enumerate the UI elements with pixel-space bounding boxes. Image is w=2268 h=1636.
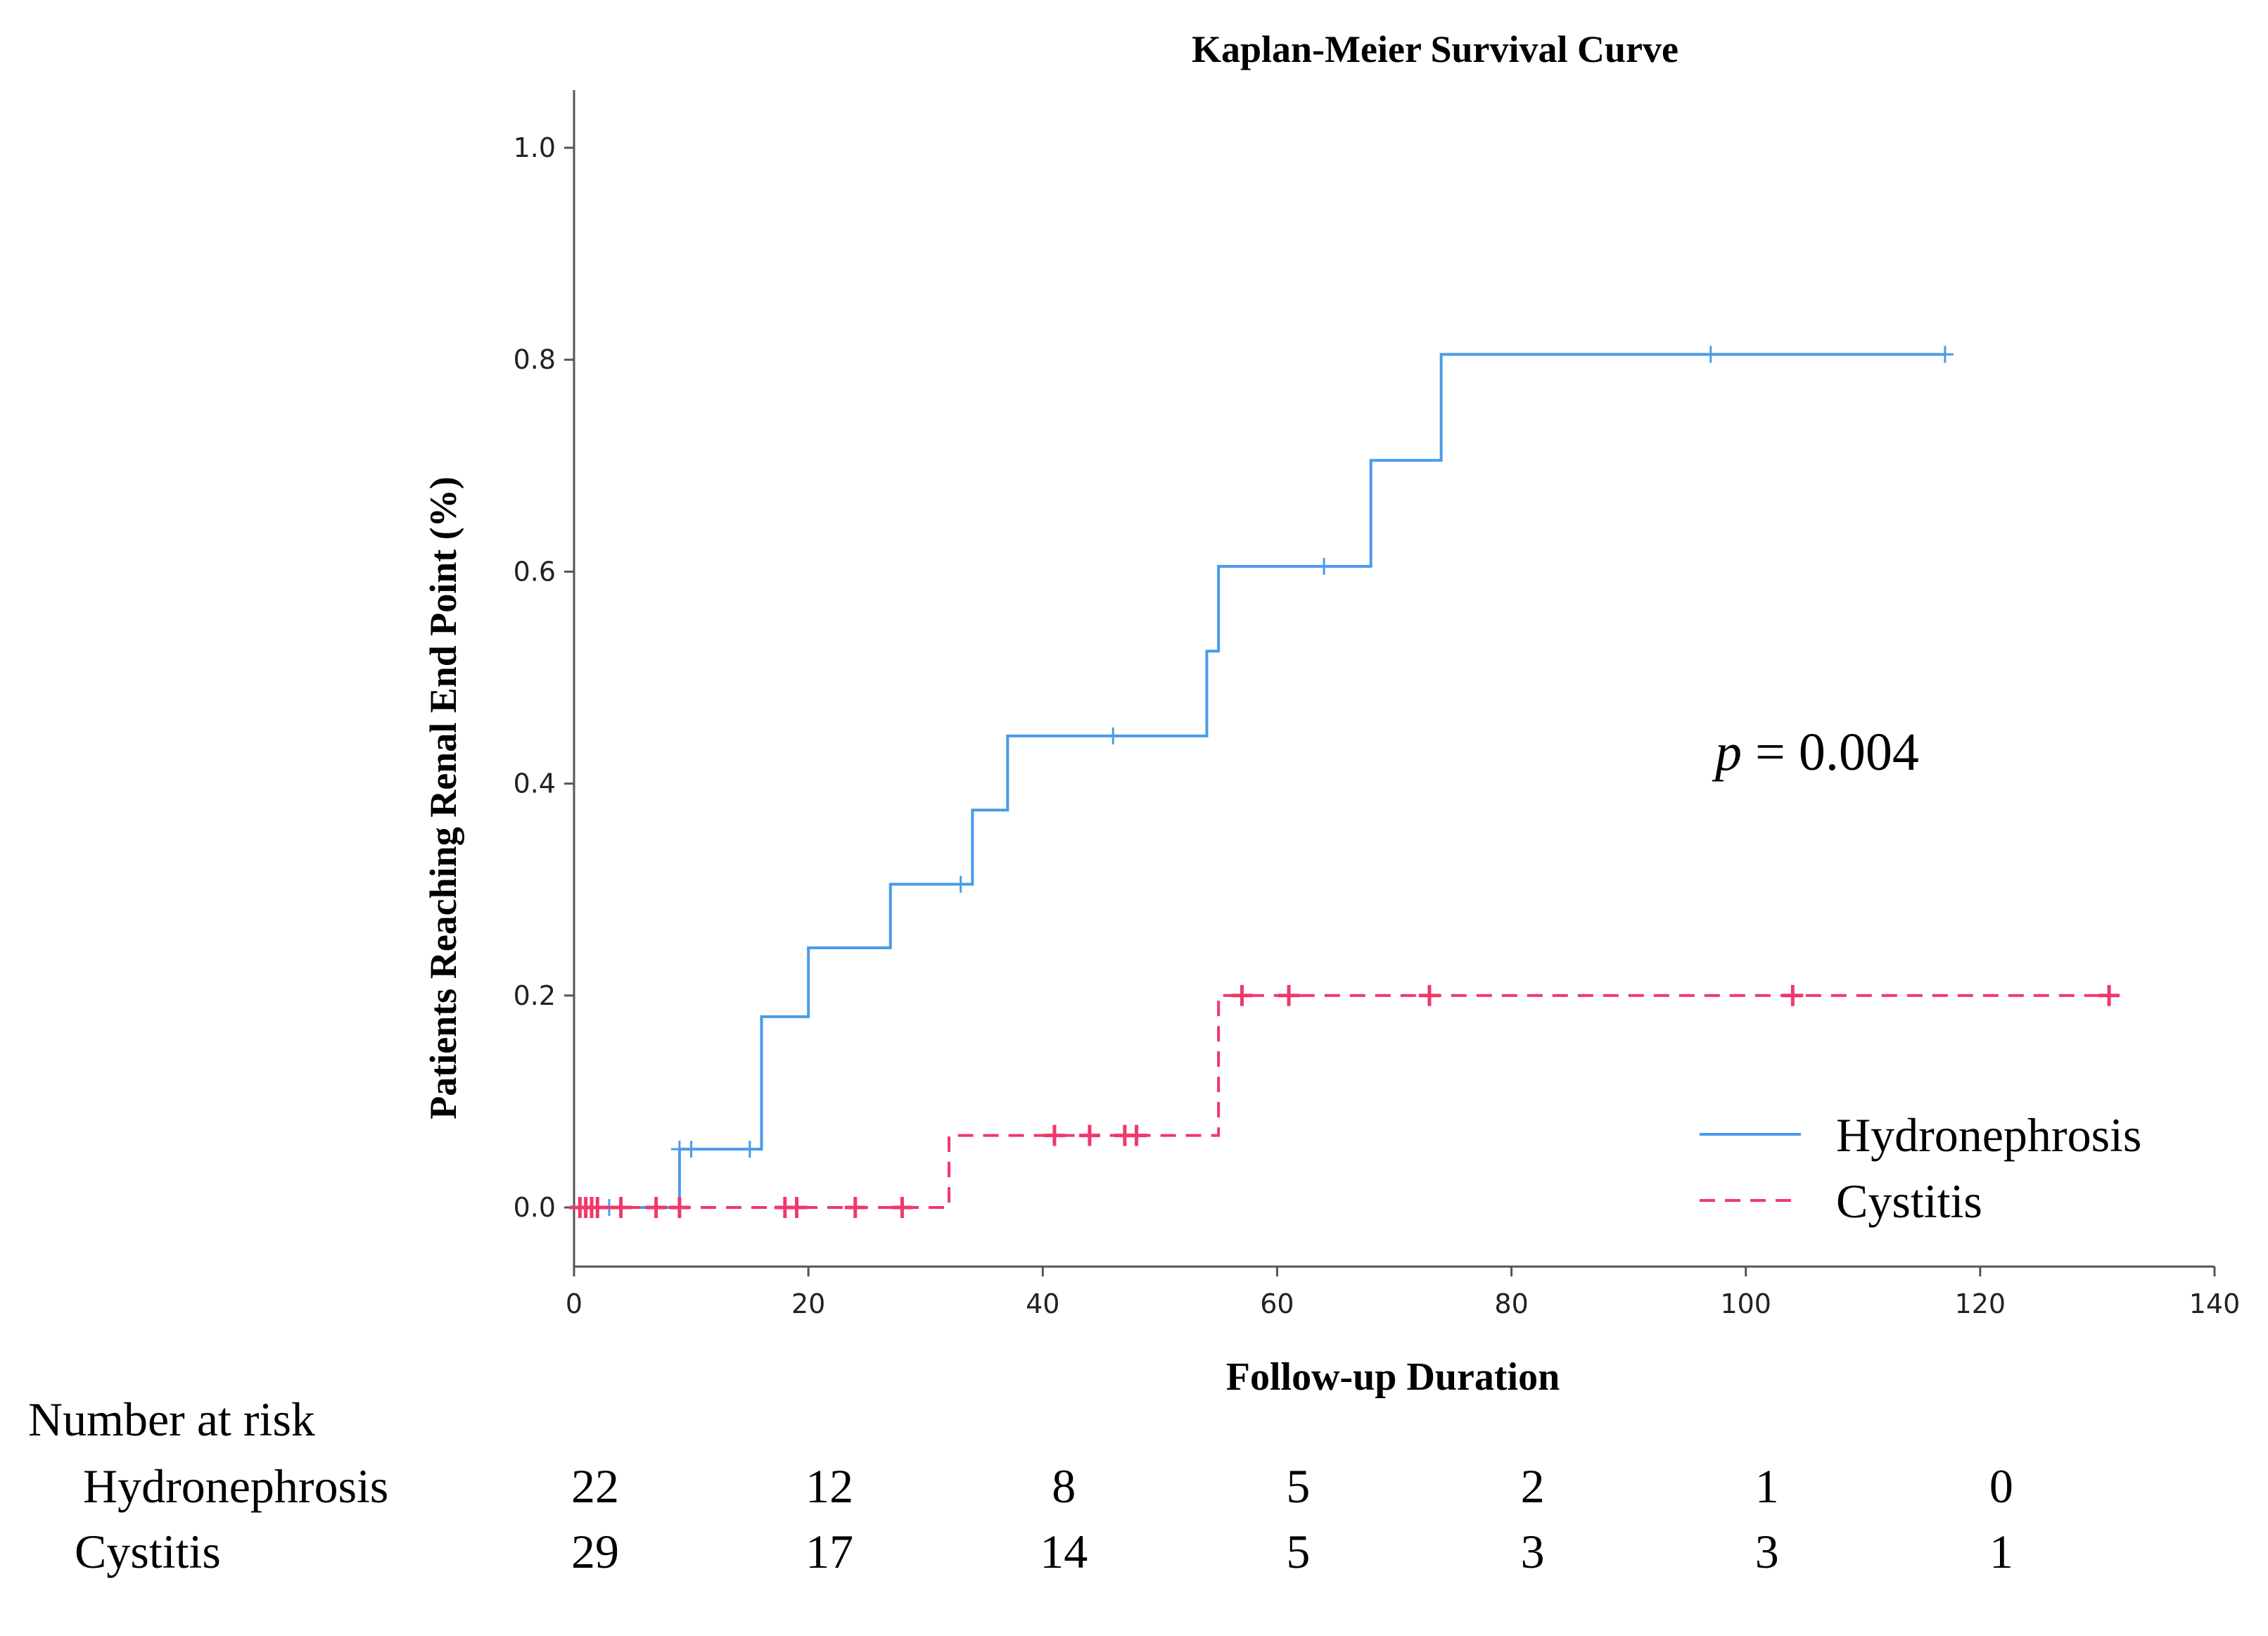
risk-row-label: Cystitis [75,1525,221,1578]
x-tick-label: 40 [1026,1288,1059,1319]
risk-count: 2 [1521,1459,1545,1513]
legend-item-cystitis: Cystitis [1700,1174,1982,1228]
x-tick-label: 80 [1494,1288,1528,1319]
risk-row-hydronephrosis: Hydronephrosis 22 12 8 5 2 1 0 [83,1459,2013,1513]
censor-mark-cystitis [668,1197,690,1218]
legend: Hydronephrosis Cystitis [1700,1108,2141,1228]
series-cystitis [569,984,2120,1218]
y-tick-label: 0.0 [514,1192,556,1223]
y-tick-label: 0.2 [514,980,556,1011]
censor-mark-hydronephrosis [1702,345,1719,363]
risk-table-heading: Number at risk [28,1393,315,1446]
y-ticks: 0.0 0.2 0.4 0.6 0.8 1.0 [514,132,574,1223]
x-tick-label: 120 [1955,1288,2006,1319]
chart-title: Kaplan-Meier Survival Curve [1192,28,1678,70]
risk-count: 3 [1755,1525,1779,1578]
x-ticks: 0 20 40 60 80 100 120 140 [566,1267,2240,1319]
x-tick-label: 60 [1260,1288,1294,1319]
risk-count: 12 [805,1459,853,1513]
p-value-annotation: p = 0.004 [1712,723,1919,782]
censor-mark-cystitis [587,1197,609,1218]
censor-mark-cystitis [610,1197,632,1218]
censor-mark-cystitis [1043,1124,1065,1146]
censor-mark-hydronephrosis [741,1141,758,1158]
censor-mark-cystitis [1782,984,1804,1006]
risk-count: 17 [805,1525,853,1578]
censor-mark-cystitis [2098,984,2120,1006]
censor-mark-cystitis [1078,1124,1100,1146]
risk-count: 29 [571,1525,619,1578]
risk-row-cystitis: Cystitis 29 17 14 5 3 3 1 [75,1525,2013,1578]
risk-count: 0 [1989,1459,2013,1513]
legend-label-cystitis: Cystitis [1836,1174,1982,1228]
y-tick-label: 0.6 [514,556,556,587]
legend-label-hydronephrosis: Hydronephrosis [1836,1108,2141,1162]
risk-count: 14 [1040,1525,1088,1578]
x-tick-label: 140 [2189,1288,2241,1319]
censor-mark-hydronephrosis [1936,345,1954,363]
censor-mark-cystitis [1418,984,1440,1006]
survival-line-cystitis [574,994,2110,1209]
survival-line-hydronephrosis [574,353,1945,1209]
censor-mark-cystitis [891,1197,913,1218]
series-layer [569,345,2120,1218]
y-tick-label: 1.0 [514,132,556,163]
risk-count: 5 [1286,1459,1310,1513]
censor-mark-hydronephrosis [1104,727,1122,744]
x-tick-label: 100 [1720,1288,1771,1319]
risk-count: 22 [571,1459,619,1513]
risk-table: Number at risk Hydronephrosis 22 12 8 5 2 1 0 Cys… [28,1393,2013,1578]
risk-count: 8 [1052,1459,1076,1513]
risk-count: 3 [1521,1525,1545,1578]
plot-axes [573,90,2215,1268]
y-tick-label: 0.4 [514,768,556,799]
risk-count: 1 [1989,1525,2013,1578]
censor-mark-cystitis [645,1197,667,1218]
risk-count: 5 [1286,1525,1310,1578]
censor-mark-hydronephrosis [952,875,969,893]
censor-mark-cystitis [786,1197,808,1218]
y-tick-label: 0.8 [514,344,556,375]
censor-mark-cystitis [1278,984,1300,1006]
censor-mark-hydronephrosis [1315,557,1333,575]
x-tick-label: 20 [791,1288,825,1319]
legend-item-hydronephrosis: Hydronephrosis [1700,1108,2141,1162]
y-axis-label: Patients Reaching Renal End Point (%) [422,476,464,1120]
p-value-text: = 0.004 [1742,723,1919,782]
x-tick-label: 0 [566,1288,582,1319]
risk-row-label: Hydronephrosis [83,1459,388,1513]
censor-mark-hydronephrosis [682,1141,700,1158]
censor-mark-cystitis [1231,984,1253,1006]
p-value-symbol: p [1712,723,1742,782]
censor-mark-cystitis [844,1197,866,1218]
risk-count: 1 [1755,1459,1779,1513]
x-axis-label: Follow-up Duration [1226,1355,1560,1399]
censor-mark-cystitis [1126,1124,1147,1146]
